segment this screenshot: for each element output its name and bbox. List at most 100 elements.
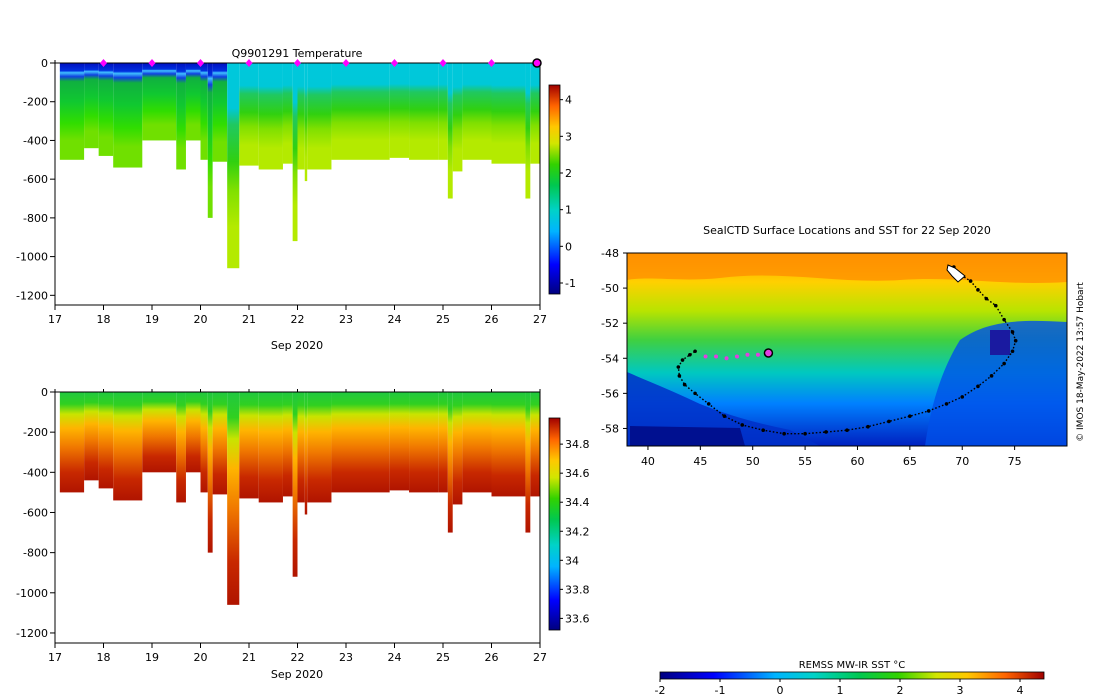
- y-tick-label: -400: [23, 466, 48, 479]
- profile-marker: [197, 59, 204, 67]
- temperature-x-label: Sep 2020: [271, 339, 323, 352]
- profile-marker: [342, 59, 350, 67]
- y-tick-label: -800: [23, 212, 48, 225]
- sst-map-panel: SealCTD Surface Locations and SST for 22…: [601, 224, 1086, 697]
- recent-track-point: [703, 354, 708, 359]
- y-tick-label: -1200: [16, 289, 48, 302]
- x-tick-label: 20: [194, 313, 208, 326]
- profile-cell: [207, 63, 213, 218]
- profile-cell: [212, 392, 228, 495]
- x-tick-label: 22: [291, 651, 305, 664]
- map-y-tick-label: -48: [601, 247, 619, 260]
- track-point: [693, 391, 697, 396]
- temperature-panel: Q9901291 Temperature 0 -200 -400 -600 -800 -1…: [16, 47, 576, 352]
- temperature-data-cells: [59, 63, 540, 269]
- profile-cell: [98, 392, 114, 489]
- profile-cell: [98, 63, 114, 156]
- track-point: [677, 374, 682, 378]
- profile-cell: [297, 63, 305, 170]
- track-point: [976, 384, 980, 389]
- profile-cell: [142, 63, 177, 141]
- y-tick-label: -1000: [16, 251, 48, 264]
- sst-coldest-patch: [630, 426, 745, 446]
- track-point: [866, 424, 870, 429]
- profile-cell: [258, 63, 283, 170]
- profile-cell: [297, 392, 305, 503]
- sst-colorbar-tick-label: 3: [957, 684, 964, 697]
- map-credit-text: © IMOS 18-May-2022 13:57 Hobart: [1076, 282, 1086, 442]
- colorbar-tick-label: 1: [565, 204, 572, 217]
- colorbar-tick-label: 33.6: [565, 612, 590, 625]
- track-point: [926, 409, 931, 413]
- track-point: [887, 419, 891, 424]
- profile-cell: [227, 63, 240, 269]
- track-point: [693, 349, 697, 354]
- latest-profile-marker: [532, 58, 542, 68]
- profile-cell: [409, 63, 439, 160]
- profile-cell: [282, 63, 293, 164]
- profile-cell: [331, 63, 346, 160]
- current-position-marker: [763, 348, 774, 358]
- x-tick-label: 27: [533, 313, 547, 326]
- map-y-tick-label: -50: [601, 282, 619, 295]
- track-point: [968, 279, 973, 283]
- track-point: [960, 395, 965, 399]
- track-point: [676, 365, 681, 369]
- x-tick-label: 26: [485, 651, 499, 664]
- track-point: [761, 428, 765, 433]
- track-point: [908, 414, 912, 418]
- sst-colorbar-ticks: -2 -1 0 1 2 3 4: [655, 679, 1024, 697]
- sst-field: [627, 253, 1067, 446]
- y-tick-label: -400: [23, 134, 48, 147]
- x-tick-label: 17: [48, 313, 62, 326]
- recent-track-points: [703, 352, 760, 361]
- profile-cell: [452, 63, 463, 172]
- profile-cell: [447, 392, 453, 533]
- track-point: [803, 431, 807, 436]
- profile-cell: [307, 392, 332, 503]
- seal-track-points: [676, 265, 1018, 436]
- profile-cell: [185, 63, 201, 141]
- profile-cell: [239, 392, 259, 499]
- colorbar-tick-label: 34.6: [565, 467, 590, 480]
- colorbar-tick-label: 34.2: [565, 525, 590, 538]
- y-tick-label: -200: [23, 96, 48, 109]
- profile-marker: [100, 59, 107, 67]
- profile-cell: [207, 392, 213, 553]
- colorbar-tick-label: 34.4: [565, 496, 590, 509]
- salinity-colorbar-ticks: 33.6 33.8 34 34.2 34.4 34.6 34.8: [560, 438, 590, 625]
- sst-cool-east-region: [925, 320, 1067, 446]
- profile-cell: [200, 392, 208, 493]
- profile-cell: [438, 392, 448, 493]
- profile-cell: [307, 63, 332, 170]
- profile-cell: [525, 63, 531, 199]
- profile-cell: [447, 63, 453, 199]
- map-y-axis: -48 -50 -52 -54 -56 -58: [601, 247, 627, 435]
- track-point: [989, 374, 994, 378]
- temperature-colorbar-ticks: -1 0 1 2 3 4: [560, 94, 576, 290]
- profile-cell: [185, 392, 201, 473]
- profile-cell: [491, 63, 526, 164]
- y-tick-label: -1200: [16, 627, 48, 640]
- track-point: [782, 431, 786, 436]
- map-x-tick-label: 65: [903, 455, 917, 468]
- track-point: [688, 352, 692, 357]
- map-x-tick-label: 70: [955, 455, 969, 468]
- track-point: [984, 296, 989, 301]
- profile-marker: [488, 59, 495, 67]
- x-tick-label: 19: [145, 313, 159, 326]
- profile-cell: [438, 63, 448, 160]
- colorbar-tick-label: -1: [565, 277, 576, 290]
- profile-cell: [59, 63, 85, 160]
- profile-cell: [292, 392, 298, 577]
- profile-marker: [391, 59, 398, 67]
- track-point: [1002, 361, 1006, 366]
- map-x-tick-label: 60: [850, 455, 864, 468]
- profile-cell: [142, 392, 177, 473]
- profile-cell: [491, 392, 526, 497]
- sst-colorbar-tick-label: -1: [715, 684, 726, 697]
- x-tick-label: 22: [291, 313, 305, 326]
- profile-cell: [304, 392, 308, 515]
- profile-cell: [113, 392, 143, 501]
- profile-cell: [304, 63, 308, 182]
